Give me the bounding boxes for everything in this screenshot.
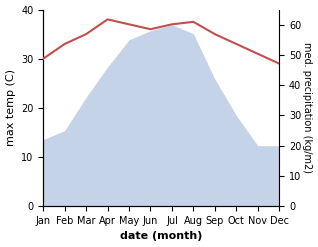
X-axis label: date (month): date (month) bbox=[120, 231, 203, 242]
Y-axis label: max temp (C): max temp (C) bbox=[5, 69, 16, 146]
Y-axis label: med. precipitation (kg/m2): med. precipitation (kg/m2) bbox=[302, 42, 313, 173]
